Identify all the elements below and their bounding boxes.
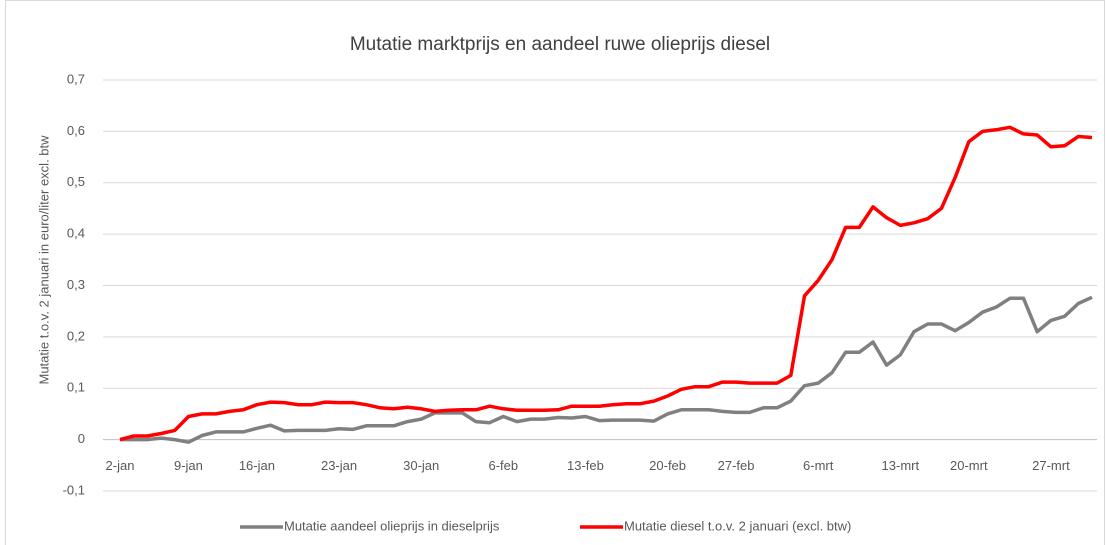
x-tick-label: 20-feb: [649, 458, 686, 473]
legend-label: Mutatie diesel t.o.v. 2 januari (excl. b…: [624, 518, 851, 533]
x-tick-label: 13-mrt: [882, 458, 920, 473]
x-tick-label: 27-feb: [718, 458, 755, 473]
y-tick-label: 0,1: [67, 380, 85, 395]
y-tick-label: 0: [78, 431, 85, 446]
x-tick-label: 9-jan: [174, 458, 203, 473]
x-tick-label: 30-jan: [403, 458, 439, 473]
y-tick-label: 0,6: [67, 123, 85, 138]
x-tick-label: 2-jan: [106, 458, 135, 473]
chart-border: [5, 0, 1105, 545]
chart-title: Mutatie marktprijs en aandeel ruwe oliep…: [350, 34, 770, 55]
x-tick-label: 6-mrt: [803, 458, 834, 473]
y-tick-label: 0,3: [67, 277, 85, 292]
y-tick-label: 0,7: [67, 71, 85, 86]
y-tick-label: 0,2: [67, 328, 85, 343]
y-tick-label: 0,5: [67, 174, 85, 189]
y-tick-label: 0,4: [67, 226, 85, 241]
series-line: [120, 295, 1093, 444]
x-tick-label: 13-feb: [567, 458, 604, 473]
x-tick-label: 20-mrt: [950, 458, 988, 473]
series-line: [119, 125, 1093, 442]
legend-label: Mutatie aandeel olieprijs in dieselprijs: [284, 518, 500, 533]
x-tick-label: 16-jan: [239, 458, 275, 473]
x-tick-label: 27-mrt: [1032, 458, 1070, 473]
x-tick-label: 23-jan: [321, 458, 357, 473]
y-tick-label: -0,1: [63, 482, 85, 497]
y-axis-title: Mutatie t.o.v. 2 januari in euro/liter e…: [36, 135, 51, 385]
x-tick-label: 6-feb: [489, 458, 519, 473]
